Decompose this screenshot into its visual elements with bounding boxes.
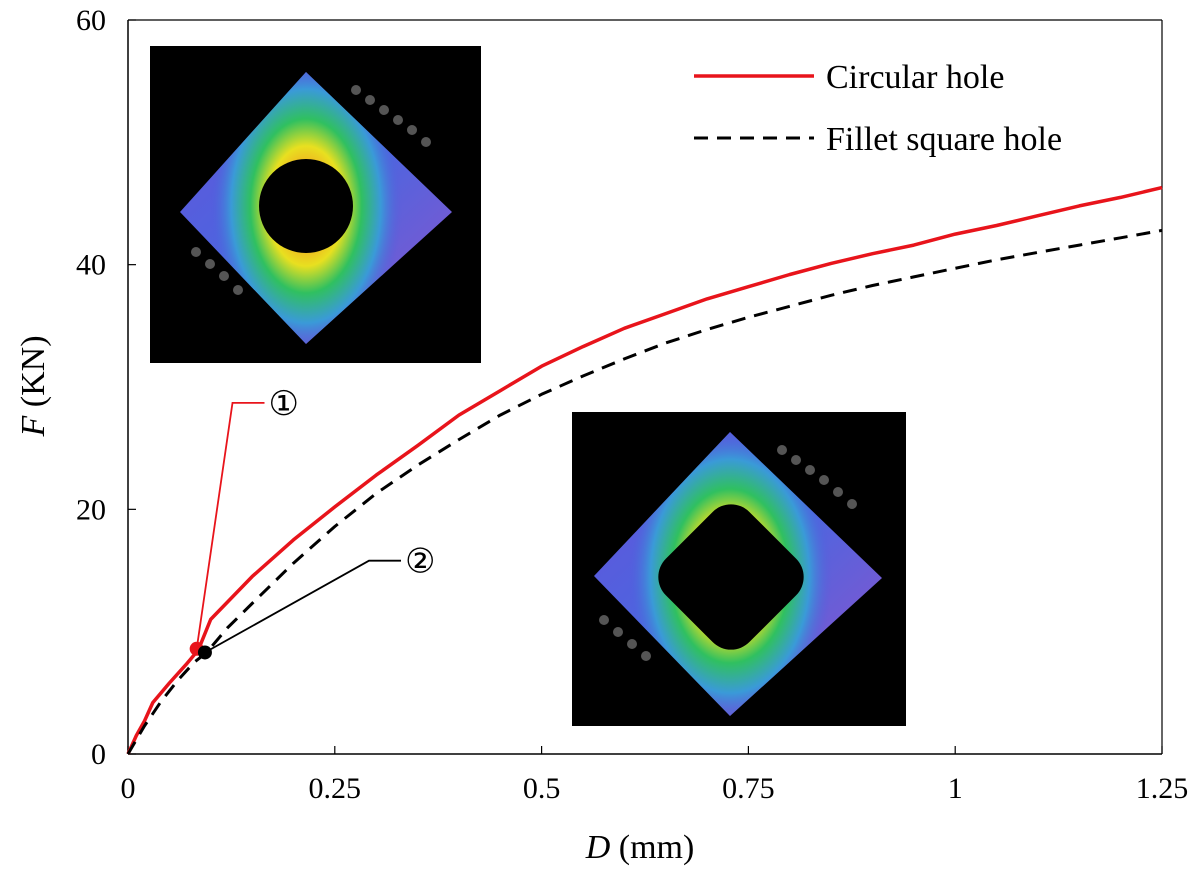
inset-image-circular-hole xyxy=(150,46,481,363)
markers-layer: ①② xyxy=(189,386,435,660)
x-tick-label: 0.75 xyxy=(722,772,775,805)
marker-point-2 xyxy=(197,645,212,660)
y-tick-label: 40 xyxy=(76,249,106,282)
x-ticks: 0 0.25 0.5 0.75 1 1.25 xyxy=(121,746,1189,805)
legend-label-fillet-square-hole: Fillet square hole xyxy=(826,121,1062,158)
callout-leader-1 xyxy=(195,401,265,649)
legend-label-circular-hole: Circular hole xyxy=(826,59,1004,96)
callout-leader-2 xyxy=(204,559,401,654)
x-tick-label: 0 xyxy=(121,772,136,805)
x-tick-label: 0.5 xyxy=(523,772,561,805)
inset-image-fillet-square-hole xyxy=(572,412,906,726)
y-tick-label: 60 xyxy=(76,4,106,37)
y-ticks: 0 20 40 60 xyxy=(76,4,136,771)
y-axis-title: F (KN) xyxy=(15,335,52,437)
axes xyxy=(127,19,1163,755)
x-axis-title: D (mm) xyxy=(585,829,695,866)
x-tick-label: 0.25 xyxy=(309,772,362,805)
series-line-circular-hole xyxy=(126,185,1163,755)
callout-label-2: ② xyxy=(405,544,435,581)
y-tick-label: 20 xyxy=(76,493,106,526)
legend: Circular hole Fillet square hole xyxy=(694,59,1062,158)
y-tick-label: 0 xyxy=(91,738,106,771)
x-tick-label: 1 xyxy=(948,772,963,805)
callout-label-1: ① xyxy=(268,386,298,423)
x-tick-label: 1.25 xyxy=(1136,772,1189,805)
